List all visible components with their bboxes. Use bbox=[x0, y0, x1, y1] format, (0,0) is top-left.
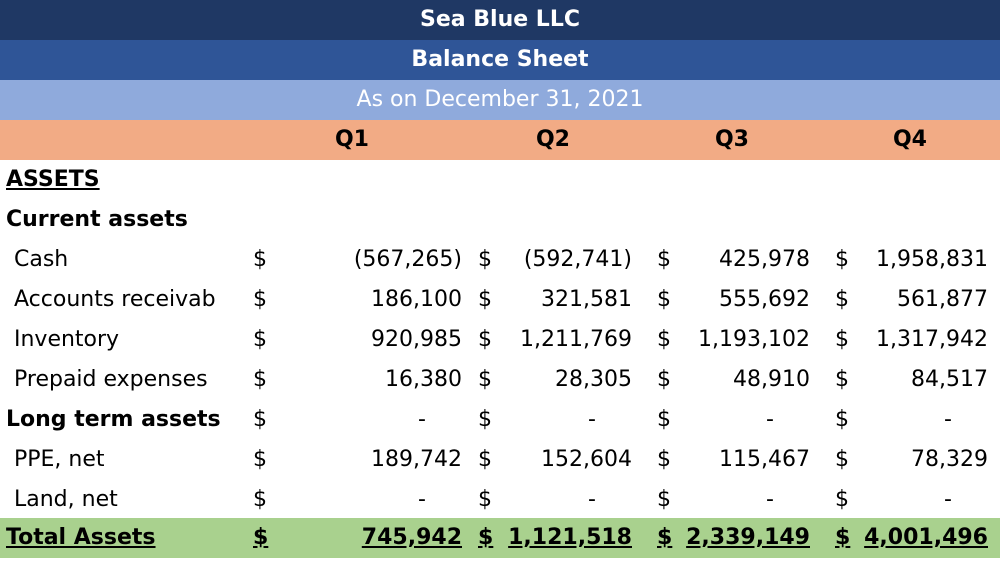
title-band: Balance Sheet bbox=[0, 40, 1000, 80]
currency-symbol: $ bbox=[657, 327, 671, 352]
total-label: Total Assets bbox=[6, 525, 156, 550]
column-header: Q2 bbox=[535, 127, 570, 152]
currency-symbol: $ bbox=[478, 287, 492, 312]
amount: 555,692 bbox=[719, 287, 810, 312]
currency-symbol: $ bbox=[657, 287, 671, 312]
amount: (592,741) bbox=[523, 247, 632, 272]
currency-symbol: $ bbox=[835, 447, 849, 472]
currency-symbol: $ bbox=[835, 327, 849, 352]
column-header-band bbox=[0, 120, 1000, 160]
currency-symbol: $ bbox=[253, 327, 267, 352]
currency-symbol: $ bbox=[657, 487, 671, 512]
amount: 16,380 bbox=[385, 367, 462, 392]
amount: 321,581 bbox=[541, 287, 632, 312]
amount: 186,100 bbox=[371, 287, 462, 312]
amount: - bbox=[588, 407, 596, 432]
currency-symbol: $ bbox=[835, 367, 849, 392]
currency-symbol: $ bbox=[478, 447, 492, 472]
column-header: Q1 bbox=[334, 127, 369, 152]
currency-symbol: $ bbox=[253, 525, 269, 550]
amount: 1,193,102 bbox=[698, 327, 810, 352]
amount: - bbox=[418, 407, 426, 432]
currency-symbol: $ bbox=[657, 367, 671, 392]
currency-symbol: $ bbox=[478, 407, 492, 432]
company-band: Sea Blue LLC bbox=[0, 0, 1000, 40]
amount: 78,329 bbox=[911, 447, 988, 472]
amount: 745,942 bbox=[361, 525, 462, 550]
amount: 1,958,831 bbox=[876, 247, 988, 272]
currency-symbol: $ bbox=[253, 287, 267, 312]
currency-symbol: $ bbox=[253, 407, 267, 432]
amount: - bbox=[944, 407, 952, 432]
column-header: Q3 bbox=[714, 127, 749, 152]
row-label: Cash bbox=[14, 247, 69, 272]
currency-symbol: $ bbox=[478, 487, 492, 512]
currency-symbol: $ bbox=[835, 287, 849, 312]
amount: - bbox=[766, 487, 774, 512]
section-heading: ASSETS bbox=[6, 167, 100, 192]
row-label: PPE, net bbox=[14, 447, 105, 472]
amount: 1,317,942 bbox=[876, 327, 988, 352]
row-label: Land, net bbox=[14, 487, 118, 512]
currency-symbol: $ bbox=[253, 487, 267, 512]
currency-symbol: $ bbox=[253, 367, 267, 392]
company-name: Sea Blue LLC bbox=[419, 7, 580, 32]
amount: 189,742 bbox=[371, 447, 462, 472]
amount: - bbox=[766, 407, 774, 432]
amount: 152,604 bbox=[541, 447, 632, 472]
amount: 2,339,149 bbox=[686, 525, 810, 550]
currency-symbol: $ bbox=[657, 447, 671, 472]
currency-symbol: $ bbox=[253, 447, 267, 472]
currency-symbol: $ bbox=[657, 407, 671, 432]
currency-symbol: $ bbox=[478, 525, 494, 550]
currency-symbol: $ bbox=[835, 247, 849, 272]
group-heading: Long term assets bbox=[6, 407, 221, 432]
currency-symbol: $ bbox=[835, 407, 849, 432]
currency-symbol: $ bbox=[478, 367, 492, 392]
amount: 84,517 bbox=[911, 367, 988, 392]
total-band bbox=[0, 518, 1000, 558]
amount: 561,877 bbox=[897, 287, 988, 312]
amount: 48,910 bbox=[733, 367, 810, 392]
amount: 920,985 bbox=[371, 327, 462, 352]
amount: 115,467 bbox=[719, 447, 810, 472]
amount: 1,211,769 bbox=[520, 327, 632, 352]
amount: - bbox=[944, 487, 952, 512]
amount: 425,978 bbox=[719, 247, 810, 272]
currency-symbol: $ bbox=[253, 247, 267, 272]
row-label: Accounts receivab bbox=[14, 287, 216, 312]
currency-symbol: $ bbox=[478, 327, 492, 352]
sheet-date: As on December 31, 2021 bbox=[356, 87, 644, 112]
sheet-title: Balance Sheet bbox=[411, 47, 589, 72]
amount: - bbox=[418, 487, 426, 512]
currency-symbol: $ bbox=[835, 487, 849, 512]
amount: 1,121,518 bbox=[508, 525, 632, 550]
currency-symbol: $ bbox=[657, 525, 673, 550]
currency-symbol: $ bbox=[835, 525, 851, 550]
column-header: Q4 bbox=[892, 127, 927, 152]
amount: - bbox=[588, 487, 596, 512]
date-band: As on December 31, 2021 bbox=[0, 80, 1000, 120]
group-heading: Current assets bbox=[6, 207, 188, 232]
row-label: Inventory bbox=[14, 327, 120, 352]
amount: 28,305 bbox=[555, 367, 632, 392]
currency-symbol: $ bbox=[657, 247, 671, 272]
amount: 4,001,496 bbox=[864, 525, 988, 550]
row-label: Prepaid expenses bbox=[14, 367, 208, 392]
amount: (567,265) bbox=[353, 247, 462, 272]
currency-symbol: $ bbox=[478, 247, 492, 272]
